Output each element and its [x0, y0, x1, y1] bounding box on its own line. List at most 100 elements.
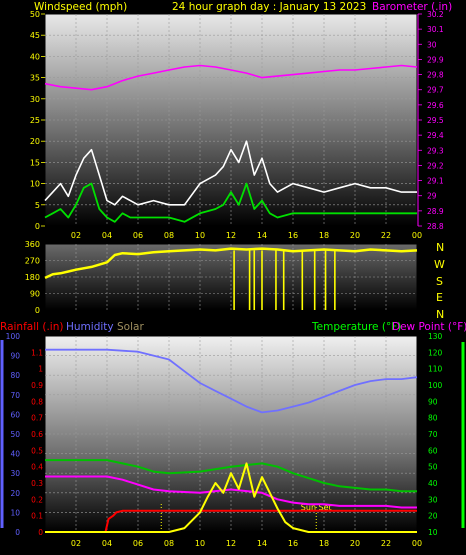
x-tick-label: 06 — [133, 539, 143, 548]
dewpoint-label: Dew Point (°F) — [392, 321, 466, 333]
compass-e: E — [436, 291, 443, 304]
rainfall-series-line — [45, 509, 417, 533]
x-tick-label: 18 — [319, 539, 329, 548]
temperature-tick-label: 30 — [428, 495, 438, 504]
barometer-tick-label: 29.3 — [427, 146, 444, 155]
temperature-tick-label: 20 — [428, 512, 438, 521]
x-tick-label: 04 — [102, 539, 112, 548]
barometer-tick-label: 29.4 — [427, 131, 444, 140]
x-tick-label: 10 — [195, 231, 205, 240]
direction-series-line — [44, 247, 418, 280]
wind-tick-label: 40 — [30, 52, 40, 61]
rainfall-label: Rainfall (.in) — [0, 321, 63, 333]
barometer-tick-label: 29.8 — [427, 71, 444, 80]
rainfall-tick-label: 0 — [38, 528, 43, 537]
x-tick-label: 08 — [164, 539, 174, 548]
wind-x-axis: 02 04 06 08 10 12 14 16 18 20 22 00 — [71, 231, 422, 240]
barometer-tick-label: 30.1 — [427, 25, 444, 34]
temperature-tick-label: 60 — [428, 446, 438, 455]
rainfall-tick-label: 0.8 — [31, 397, 43, 406]
direction-tick-label: 360 — [25, 240, 40, 249]
x-tick-label: 02 — [71, 231, 81, 240]
x-tick-label: 06 — [133, 231, 143, 240]
wind-tick-label: 20 — [30, 137, 40, 146]
solar-series-line — [45, 462, 417, 533]
average-wind-series-line — [44, 182, 417, 223]
barometer-tick-label: 29.9 — [427, 55, 444, 64]
wind-tick-label: 0 — [35, 222, 40, 231]
wind-tick-label: 5 — [35, 201, 40, 210]
barometer-axis: 28.8 28.9 29 29.1 29.2 29.3 29.4 29.5 29.6 29.7 29… — [417, 10, 444, 231]
compass-s: S — [436, 275, 443, 288]
barometer-tick-label: 29.2 — [427, 161, 444, 170]
barometer-tick-label: 29.5 — [427, 116, 444, 125]
sun-set-label: Sun Set — [301, 503, 332, 512]
gust-series-line — [44, 140, 417, 206]
rainfall-tick-label: 0.7 — [31, 414, 43, 423]
barometer-series-line — [44, 64, 418, 91]
humidity-tick-label: 90 — [10, 352, 20, 361]
rainfall-tick-label: 1 — [38, 365, 43, 374]
combo-series: Sun Set — [45, 348, 418, 533]
x-tick-label: 02 — [71, 539, 81, 548]
temperature-tick-label: 70 — [428, 430, 438, 439]
x-tick-label: 00 — [412, 231, 422, 240]
rainfall-tick-label: 0.2 — [31, 495, 43, 504]
humidity-tick-label: 80 — [10, 371, 20, 380]
compass-n-top: N — [436, 241, 444, 254]
x-tick-label: 16 — [288, 539, 298, 548]
wind-tick-label: 45 — [30, 31, 40, 40]
barometer-tick-label: 30.2 — [427, 10, 444, 19]
x-tick-label: 14 — [257, 539, 267, 548]
humidity-tick-label: 20 — [10, 489, 20, 498]
barometer-tick-label: 29 — [427, 192, 437, 201]
wind-left-axis: 0 5 10 15 20 25 30 35 40 45 50 — [30, 10, 45, 231]
temperature-tick-label: 100 — [428, 381, 443, 390]
humidity-axis: 0 10 20 30 40 50 60 70 80 90 100 — [6, 332, 21, 537]
direction-series — [44, 247, 418, 310]
humidity-tick-label: 0 — [15, 528, 20, 537]
rainfall-tick-label: 0.3 — [31, 479, 43, 488]
compass-n-bottom: N — [436, 308, 444, 321]
barometer-tick-label: 28.9 — [427, 207, 444, 216]
compass-labels: N W S E N — [434, 241, 445, 321]
barometer-tick-label: 29.1 — [427, 177, 444, 186]
dewpoint-series-line — [45, 475, 417, 509]
combo-x-axis: 02 04 06 08 10 12 14 16 18 20 22 00 — [71, 539, 422, 548]
rainfall-tick-label: 1.1 — [31, 348, 43, 357]
temperature-tick-label: 40 — [428, 479, 438, 488]
wind-series — [44, 64, 418, 223]
rainfall-axis: 0 0.1 0.2 0.3 0.4 0.5 0.6 0.7 0.8 0.9 1 1.1 — [31, 348, 43, 537]
direction-tick-label: 270 — [25, 257, 40, 266]
solar-label: Solar — [117, 321, 144, 333]
x-tick-label: 22 — [381, 539, 391, 548]
humidity-series-line — [45, 348, 418, 414]
wind-grid — [45, 14, 417, 226]
direction-tick-label: 180 — [25, 273, 40, 282]
compass-w: W — [434, 258, 445, 271]
x-tick-label: 22 — [381, 231, 391, 240]
x-tick-label: 14 — [257, 231, 267, 240]
direction-tick-label: 90 — [30, 290, 40, 299]
barometer-label: Barometer (.in) — [372, 1, 452, 13]
wind-tick-label: 30 — [30, 95, 40, 104]
direction-grid — [45, 244, 417, 310]
temperature-tick-label: 50 — [428, 463, 438, 472]
temperature-axis: 10 20 30 40 50 60 70 80 90 100 110 120 130 — [428, 332, 443, 537]
humidity-tick-label: 40 — [10, 450, 20, 459]
barometer-tick-label: 29.6 — [427, 101, 444, 110]
temperature-series-line — [45, 459, 417, 493]
humidity-label: Humidity — [66, 321, 114, 333]
x-tick-label: 20 — [350, 539, 360, 548]
barometer-tick-label: 28.8 — [427, 222, 444, 231]
x-tick-label: 12 — [226, 539, 236, 548]
rainfall-tick-label: 0.4 — [31, 463, 43, 472]
rainfall-tick-label: 0.1 — [31, 512, 43, 521]
humidity-tick-label: 50 — [10, 430, 20, 439]
humidity-tick-label: 100 — [6, 332, 21, 341]
x-tick-label: 16 — [288, 231, 298, 240]
rainfall-tick-label: 0.6 — [31, 430, 43, 439]
x-tick-label: 10 — [195, 539, 205, 548]
temperature-tick-label: 90 — [428, 397, 438, 406]
